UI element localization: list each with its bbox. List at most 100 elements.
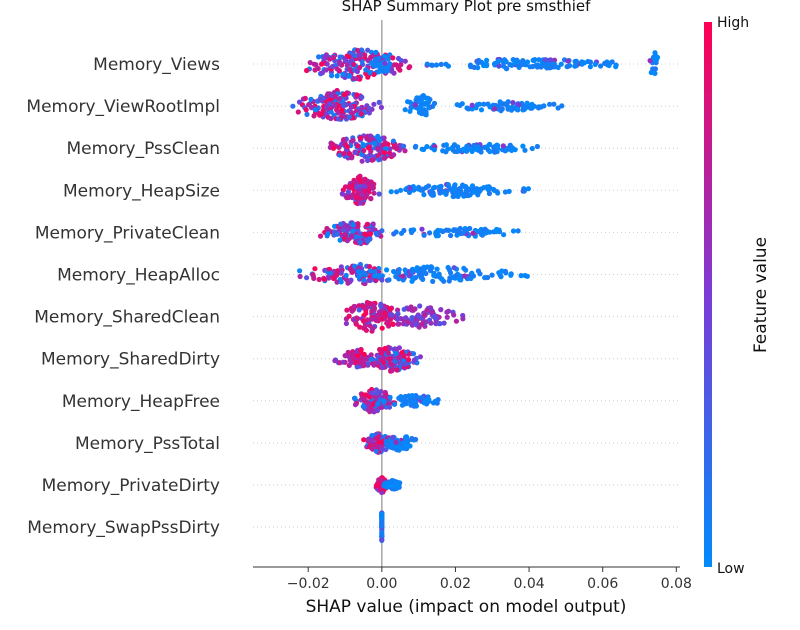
shap-point bbox=[469, 148, 475, 154]
feature-label: Memory_PssClean bbox=[66, 139, 220, 159]
shap-point bbox=[360, 395, 366, 402]
shap-point bbox=[330, 145, 337, 151]
shap-point bbox=[361, 52, 368, 58]
shap-point bbox=[358, 111, 364, 117]
shap-point bbox=[405, 357, 412, 363]
shap-point bbox=[487, 148, 493, 155]
shap-point bbox=[433, 231, 439, 237]
shap-point bbox=[504, 103, 510, 109]
feature-label: Memory_ViewRootImpl bbox=[26, 97, 220, 117]
shap-point bbox=[350, 352, 356, 358]
shap-point bbox=[354, 353, 361, 359]
shap-point bbox=[368, 54, 374, 61]
shap-point bbox=[386, 356, 392, 362]
shap-point bbox=[407, 64, 413, 70]
shap-point bbox=[387, 146, 393, 152]
shap-point bbox=[393, 229, 399, 235]
shap-point bbox=[340, 187, 346, 193]
shap-point bbox=[344, 62, 350, 68]
shap-point bbox=[353, 149, 359, 156]
shap-point bbox=[361, 277, 367, 283]
shap-point bbox=[337, 54, 343, 60]
shap-point bbox=[429, 188, 435, 194]
shap-point bbox=[478, 107, 485, 113]
shap-point bbox=[475, 192, 481, 198]
shap-point bbox=[484, 184, 490, 190]
shap-point bbox=[302, 95, 308, 101]
feature-label: Memory_SwapPssDirty bbox=[27, 518, 220, 538]
shap-point bbox=[319, 61, 325, 67]
shap-point bbox=[522, 147, 528, 153]
shap-point bbox=[387, 61, 393, 67]
shap-point bbox=[396, 445, 402, 451]
shap-point bbox=[409, 435, 415, 442]
shap-point bbox=[344, 144, 350, 150]
shap-point bbox=[349, 153, 355, 159]
shap-point bbox=[368, 356, 374, 363]
shap-point bbox=[382, 345, 388, 352]
shap-point bbox=[409, 268, 416, 274]
shap-point bbox=[451, 312, 457, 318]
shap-point bbox=[469, 270, 475, 276]
shap-point bbox=[336, 61, 343, 67]
shap-point bbox=[346, 54, 352, 60]
shap-point bbox=[547, 57, 554, 63]
shap-point bbox=[522, 272, 528, 279]
shap-point bbox=[529, 101, 535, 107]
shap-point bbox=[362, 231, 368, 237]
shap-point bbox=[385, 56, 391, 62]
shap-point bbox=[312, 266, 318, 272]
shap-point bbox=[389, 68, 395, 74]
shap-point bbox=[431, 100, 438, 106]
shap-point bbox=[371, 401, 377, 407]
shap-point bbox=[337, 96, 343, 102]
shap-point bbox=[320, 108, 326, 114]
shap-point bbox=[444, 314, 450, 320]
shap-point bbox=[459, 101, 465, 107]
shap-point bbox=[587, 64, 594, 70]
x-axis-label: SHAP value (impact on model output) bbox=[306, 597, 627, 617]
shap-point bbox=[541, 103, 547, 109]
shap-point bbox=[366, 137, 372, 143]
shap-point bbox=[467, 62, 473, 68]
shap-point bbox=[388, 312, 395, 318]
shap-point bbox=[436, 320, 442, 327]
shap-point bbox=[393, 350, 399, 357]
shap-point bbox=[354, 68, 360, 75]
shap-point bbox=[405, 306, 411, 312]
shap-point bbox=[381, 150, 387, 156]
shap-point bbox=[379, 316, 385, 322]
shap-point bbox=[434, 266, 440, 272]
shap-point bbox=[351, 61, 357, 68]
shap-point bbox=[365, 157, 371, 164]
shap-point bbox=[378, 439, 385, 445]
shap-point bbox=[441, 320, 447, 326]
shap-point bbox=[360, 143, 366, 149]
shap-point bbox=[378, 104, 384, 110]
shap-point bbox=[499, 106, 505, 112]
shap-point bbox=[368, 133, 374, 139]
shap-point bbox=[368, 196, 374, 202]
shap-point bbox=[359, 47, 365, 53]
shap-point bbox=[453, 318, 459, 324]
shap-point bbox=[348, 104, 354, 110]
shap-point bbox=[306, 102, 312, 108]
shap-point bbox=[503, 147, 509, 154]
shap-point bbox=[390, 321, 396, 327]
feature-label: Memory_Views bbox=[93, 55, 220, 75]
x-tick-label: 0.00 bbox=[366, 576, 397, 592]
shap-point bbox=[352, 402, 359, 408]
shap-point bbox=[350, 222, 357, 228]
shap-point bbox=[326, 275, 332, 281]
shap-point bbox=[401, 445, 407, 451]
shap-point bbox=[401, 352, 407, 359]
shap-point bbox=[438, 307, 444, 313]
shap-point bbox=[369, 316, 375, 322]
shap-point bbox=[358, 347, 364, 353]
shap-point bbox=[397, 67, 403, 73]
shap-point bbox=[491, 187, 497, 193]
shap-point bbox=[386, 404, 393, 410]
shap-point bbox=[402, 148, 408, 154]
shap-point bbox=[304, 275, 310, 281]
feature-rows: Memory_Views Memory_ViewRootImpl Memory_Ps… bbox=[26, 20, 680, 567]
